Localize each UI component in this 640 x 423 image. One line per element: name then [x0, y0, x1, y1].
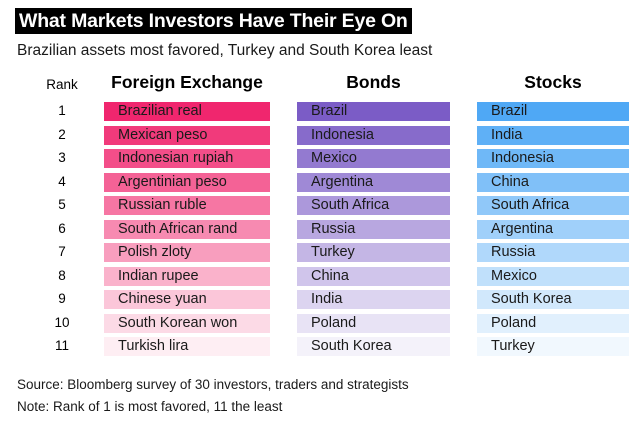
table-cell: South Africa	[477, 196, 629, 215]
table-cell: Turkey	[477, 337, 629, 356]
rank-label: 11	[54, 338, 69, 353]
table-cell: Indonesian rupiah	[104, 149, 270, 168]
table-cell: Polish zloty	[104, 243, 270, 262]
table-cell: Indonesia	[297, 125, 450, 145]
table-cell: Argentina	[297, 172, 450, 192]
table-cell: India	[297, 290, 450, 309]
rank-label: 4	[58, 173, 66, 189]
table-cell: South Korea	[297, 337, 450, 356]
table-cell: Mexico	[297, 149, 450, 168]
table-cell: Russia	[477, 243, 629, 262]
table-cell: Russia	[297, 219, 450, 239]
rank-label: 7	[58, 244, 66, 259]
rank-label: 9	[58, 291, 66, 306]
source-note: Source: Bloomberg survey of 30 investors…	[17, 377, 409, 392]
table-cell: China	[297, 266, 450, 286]
rank-header: Rank	[46, 77, 78, 92]
table-cell: Poland	[477, 313, 629, 333]
table-cell: South Korean won	[104, 313, 270, 333]
column-header-bonds: Bonds	[346, 72, 401, 92]
table-cell: India	[477, 125, 629, 145]
table-cell: South Africa	[297, 196, 450, 215]
table-cell: Poland	[297, 313, 450, 333]
table-cell: Indian rupee	[104, 266, 270, 286]
table-cell: Mexico	[477, 266, 629, 286]
chart-subtitle: Brazilian assets most favored, Turkey an…	[17, 42, 433, 59]
table-cell: Brazilian real	[104, 102, 270, 121]
table-cell: South Korea	[477, 290, 629, 309]
rank-label: 5	[58, 197, 66, 212]
chart-title: What Markets Investors Have Their Eye On	[15, 8, 412, 34]
table-cell: Turkish lira	[104, 337, 270, 356]
rank-label: 6	[58, 220, 66, 236]
table-cell: Indonesia	[477, 149, 629, 168]
rank-label: 3	[58, 150, 66, 165]
footnote: Note: Rank of 1 is most favored, 11 the …	[17, 399, 283, 414]
table-cell: China	[477, 172, 629, 192]
table-cell: South African rand	[104, 219, 270, 239]
rank-label: 8	[58, 267, 66, 283]
column-header-fx: Foreign Exchange	[111, 72, 263, 92]
rank-label: 1	[58, 103, 66, 118]
table-cell: Russian ruble	[104, 196, 270, 215]
table-cell: Brazil	[297, 102, 450, 121]
rank-label: 10	[54, 314, 70, 330]
column-header-stocks: Stocks	[524, 72, 582, 92]
table-cell: Argentina	[477, 219, 629, 239]
table-cell: Brazil	[477, 102, 629, 121]
rank-label: 2	[58, 126, 66, 142]
table-cell: Turkey	[297, 243, 450, 262]
table-cell: Argentinian peso	[104, 172, 270, 192]
table-cell: Chinese yuan	[104, 290, 270, 309]
table-cell: Mexican peso	[104, 125, 270, 145]
